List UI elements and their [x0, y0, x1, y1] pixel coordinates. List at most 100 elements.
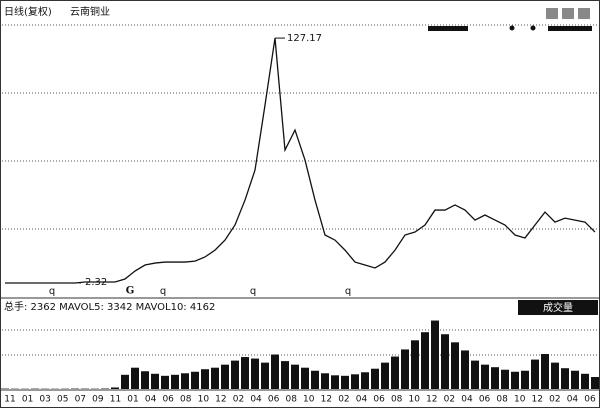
x-tick-label: 04	[250, 395, 262, 405]
volume-bar	[311, 370, 319, 389]
volume-bar	[501, 369, 509, 389]
volume-bar	[121, 374, 129, 389]
x-tick-label: 03	[39, 395, 50, 405]
volume-bar	[301, 367, 309, 389]
x-tick-label: 06	[162, 395, 174, 405]
x-tick-label: 12	[215, 395, 226, 405]
event-markers	[428, 25, 592, 31]
volume-bar	[131, 367, 139, 389]
price-line	[5, 37, 596, 284]
volume-bar	[251, 358, 259, 389]
volume-bar	[491, 367, 499, 389]
volume-bar	[281, 361, 289, 389]
volume-bar	[231, 360, 239, 389]
toolbar-button[interactable]	[562, 8, 574, 19]
x-tick-label: 06	[479, 395, 491, 405]
x-tick-label: 10	[198, 395, 210, 405]
volume-bar	[531, 359, 539, 389]
event-dot	[530, 25, 536, 31]
volume-bar	[461, 350, 469, 389]
volume-bar	[201, 369, 209, 389]
x-tick-label: 04	[567, 395, 579, 405]
low-label: 2.32	[85, 277, 107, 288]
volume-bar	[481, 364, 489, 389]
volume-bar	[351, 374, 359, 389]
volume-bar	[521, 370, 529, 389]
x-tick-label: 02	[233, 395, 244, 405]
volume-bar	[541, 354, 549, 389]
volume-bar	[391, 356, 399, 389]
volume-bar	[561, 368, 569, 389]
x-tick-label: 10	[409, 395, 421, 405]
volume-bar	[581, 373, 589, 389]
volume-bar	[111, 387, 119, 389]
volume-bar	[171, 374, 179, 389]
volume-title: 总手: 2362 MAVOL5: 3342 MAVOL10: 4162	[4, 300, 215, 313]
volume-bar	[241, 357, 249, 389]
x-tick-label: 08	[391, 395, 403, 405]
volume-bar	[261, 362, 269, 389]
volume-bar	[421, 332, 429, 389]
volume-bar	[161, 375, 169, 389]
volume-bar	[441, 334, 449, 389]
chart-title: 日线(复权)	[4, 5, 52, 18]
x-tick-label: 01	[22, 395, 33, 405]
x-tick-label: 07	[75, 395, 86, 405]
x-tick-label: 01	[127, 395, 138, 405]
volume-bar	[181, 373, 189, 389]
volume-bar	[431, 320, 439, 389]
signal-marker: q	[345, 286, 351, 297]
toolbar-button[interactable]	[546, 8, 558, 19]
x-tick-label: 02	[444, 395, 455, 405]
volume-bar	[371, 368, 379, 389]
signal-marker: G	[126, 286, 135, 297]
x-tick-label: 08	[285, 395, 297, 405]
x-tick-label: 09	[92, 395, 104, 405]
volume-bar	[571, 370, 579, 389]
toolbar-button[interactable]	[578, 8, 590, 19]
x-tick-label: 12	[426, 395, 437, 405]
toolbar[interactable]	[546, 8, 590, 19]
event-strip	[428, 26, 468, 31]
indicator-label[interactable]: 成交量	[543, 301, 573, 314]
x-tick-label: 10	[514, 395, 526, 405]
volume-bar	[381, 362, 389, 389]
volume-bar	[341, 375, 349, 389]
volume-bar	[191, 371, 199, 389]
volume-bar	[551, 362, 559, 389]
x-tick-label: 08	[180, 395, 192, 405]
signal-marker: q	[49, 286, 55, 297]
volume-bar	[291, 364, 299, 389]
x-tick-label: 12	[532, 395, 543, 405]
event-strip	[548, 26, 592, 31]
x-tick-label: 04	[145, 395, 157, 405]
volume-bar	[471, 360, 479, 389]
x-tick-label: 10	[303, 395, 315, 405]
volume-bar	[221, 364, 229, 389]
volume-bar	[151, 373, 159, 389]
x-tick-label: 11	[4, 395, 15, 405]
volume-bar	[361, 372, 369, 389]
x-tick-label: 08	[496, 395, 508, 405]
x-tick-label: 05	[57, 395, 68, 405]
volume-bar	[321, 373, 329, 389]
volume-bar	[451, 342, 459, 389]
x-tick-label: 02	[338, 395, 349, 405]
stock-name: 云南铜业	[70, 5, 110, 18]
indicator-box[interactable]	[518, 300, 598, 315]
high-label: 127.17	[287, 33, 322, 44]
volume-bar	[141, 371, 149, 389]
x-tick-label: 04	[356, 395, 368, 405]
x-tick-label: 11	[110, 395, 121, 405]
x-tick-label: 06	[584, 395, 596, 405]
volume-bar	[511, 371, 519, 389]
event-dot	[509, 25, 515, 31]
signal-marker: q	[250, 286, 256, 297]
volume-bar	[331, 375, 339, 389]
volume-bar	[591, 377, 599, 389]
signal-marker: q	[160, 286, 166, 297]
x-tick-label: 06	[268, 395, 280, 405]
volume-bar	[271, 354, 279, 389]
